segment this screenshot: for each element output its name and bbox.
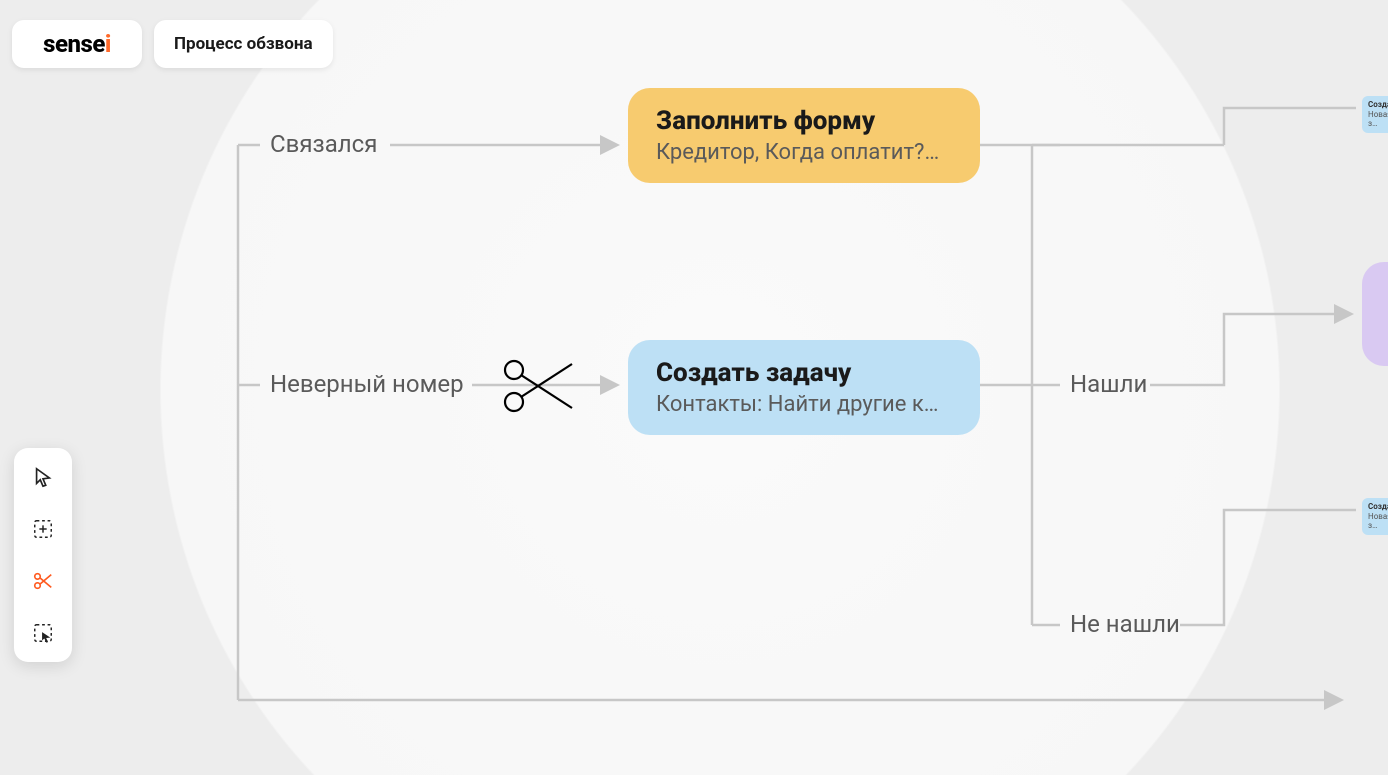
node-mini-2[interactable]: Создать Новая з… [1362,498,1388,535]
node-fill-form[interactable]: Заполнить форму Кредитор, Когда оплатит?… [628,88,980,183]
node-mini-1[interactable]: Создать Новая з… [1362,96,1388,133]
edge-label-found[interactable]: Нашли [1070,370,1147,398]
node-subtitle: Новая з… [1368,512,1388,531]
node-create-task[interactable]: Создать задачу Контакты: Найти другие к… [628,340,980,435]
logo[interactable]: sensei [12,20,142,68]
node-subtitle: Новая з… [1368,110,1388,129]
flow-canvas[interactable]: Связался Неверный номер Нашли Не нашли З… [0,0,1388,775]
logo-text: sensei [43,30,111,58]
edge-label-connected[interactable]: Связался [270,130,377,158]
node-purple-partial[interactable]: З Г [1362,262,1388,366]
process-title[interactable]: Процесс обзвона [154,20,333,68]
edge-label-not-found[interactable]: Не нашли [1070,610,1180,638]
node-subtitle: Контакты: Найти другие к… [656,392,952,417]
select-area-icon [32,622,54,644]
process-title-label: Процесс обзвона [174,34,313,54]
node-subtitle: Кредитор, Когда оплатит?… [656,140,952,165]
node-title: Создать [1368,502,1388,512]
node-title: Создать [1368,100,1388,110]
toolbar [14,448,72,662]
node-title: Создать задачу [656,358,952,388]
edge-label-wrong-number[interactable]: Неверный номер [270,370,464,398]
cursor-icon [32,466,54,488]
tool-scissors[interactable] [26,564,60,598]
scissors-icon [32,570,54,592]
tool-add-frame[interactable] [26,512,60,546]
tool-pointer[interactable] [26,460,60,494]
node-title: Заполнить форму [656,106,952,136]
add-frame-icon [32,518,54,540]
scissors-cursor-icon [502,358,574,418]
tool-select-area[interactable] [26,616,60,650]
